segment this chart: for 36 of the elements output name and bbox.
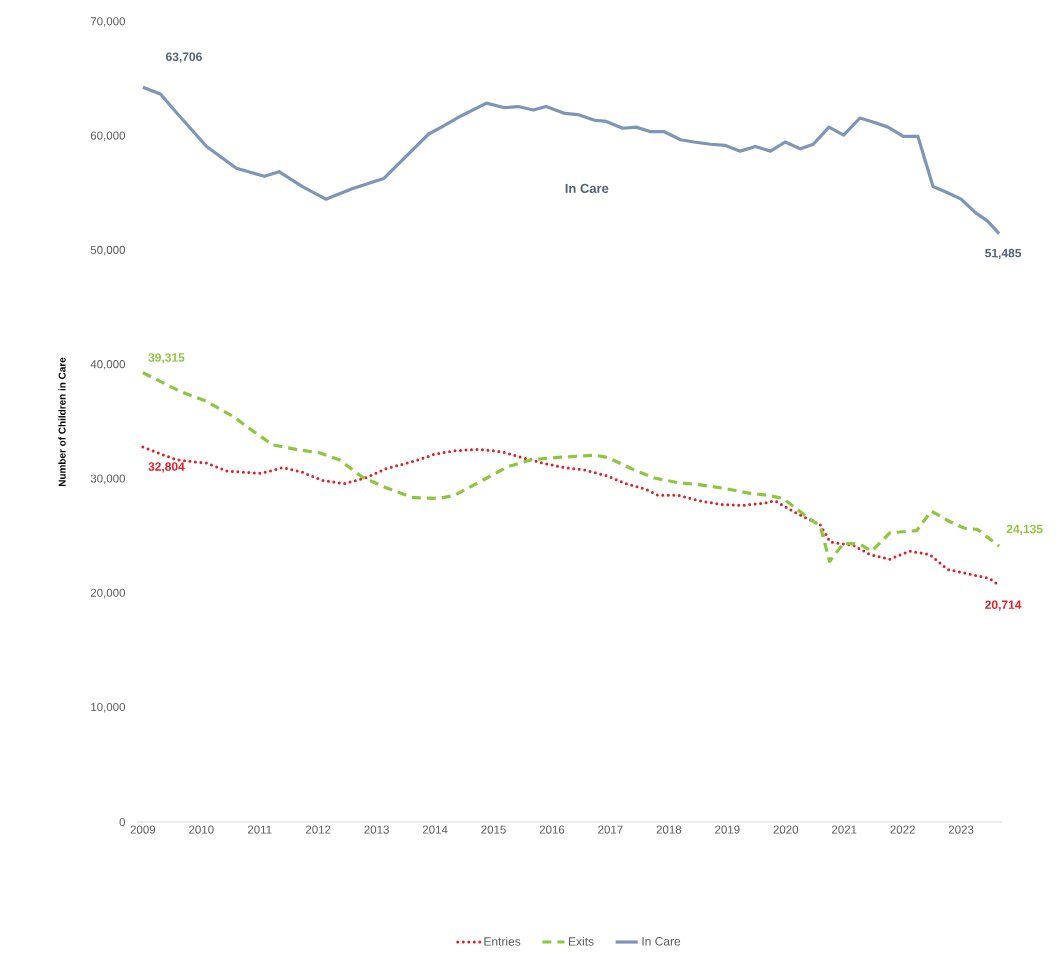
x-tick-label: 2015 <box>481 825 506 834</box>
data-label: 39,315 <box>148 353 185 364</box>
line-series <box>141 85 1001 236</box>
y-tick-label: 0 <box>119 817 126 827</box>
annotation: In Care <box>565 183 609 193</box>
legend-label: Exits <box>569 936 594 946</box>
x-tick-label: 2013 <box>364 825 389 834</box>
x-tick-label: 2009 <box>130 825 156 834</box>
x-tick-label: 2022 <box>890 825 915 834</box>
data-label: 24,135 <box>1006 524 1043 535</box>
y-tick-label: 10,000 <box>91 702 126 713</box>
x-tick-label: 2020 <box>773 825 799 834</box>
line-series <box>141 371 1001 564</box>
y-tick-label: 60,000 <box>90 131 126 142</box>
x-tick-label: 2017 <box>598 825 623 834</box>
data-label: 20,714 <box>985 600 1022 611</box>
legend-label: In Care <box>642 937 681 946</box>
y-tick-label: 20,000 <box>90 588 126 599</box>
x-tick-label: 2010 <box>189 825 214 834</box>
y-tick-label: 50,000 <box>90 245 126 256</box>
x-tick-label: 2011 <box>247 825 272 834</box>
data-label: 63,706 <box>166 52 202 63</box>
y-tick-label: 70,000 <box>90 17 126 27</box>
x-tick-label: 2012 <box>305 825 331 834</box>
x-tick-label: 2018 <box>656 825 682 834</box>
y-axis-title: Number of Children in Care <box>58 357 66 487</box>
y-tick-label: 30,000 <box>90 474 126 484</box>
x-tick-label: 2021 <box>831 825 857 834</box>
x-tick-label: 2016 <box>539 825 565 834</box>
x-tick-label: 2014 <box>422 825 448 834</box>
data-label: 51,485 <box>985 248 1022 260</box>
x-tick-label: 2023 <box>948 825 974 834</box>
legend-label: Entries <box>484 936 521 946</box>
data-label: 32,804 <box>148 462 185 473</box>
y-tick-label: 40,000 <box>90 360 126 370</box>
x-tick-label: 2019 <box>715 825 740 834</box>
